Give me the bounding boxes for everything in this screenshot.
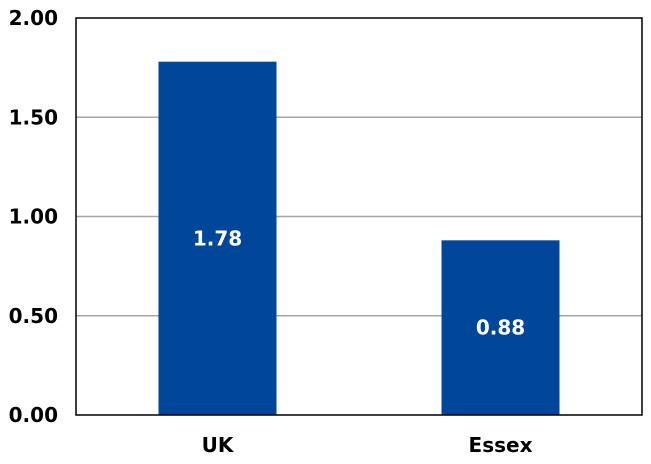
y-tick-label: 0.00 (9, 403, 58, 427)
x-tick-labels: UK Essex (202, 433, 533, 457)
y-tick-label: 0.50 (9, 304, 58, 328)
plot-frame (75, 17, 643, 416)
data-label-essex: 0.88 (476, 316, 525, 340)
y-tick-label: 1.00 (9, 205, 58, 229)
y-tick-label: 2.00 (9, 6, 58, 30)
data-labels: 1.78 0.88 (193, 226, 525, 339)
data-label-uk: 1.78 (193, 226, 242, 250)
axes (75, 17, 643, 416)
bar-uk (158, 61, 277, 416)
bar-essex (441, 240, 560, 415)
x-tick-label-essex: Essex (469, 433, 533, 457)
x-tick-label-uk: UK (202, 433, 235, 457)
y-tick-label: 1.50 (9, 105, 58, 129)
bars (158, 61, 560, 416)
y-tick-labels: 0.00 0.50 1.00 1.50 2.00 (9, 6, 58, 427)
